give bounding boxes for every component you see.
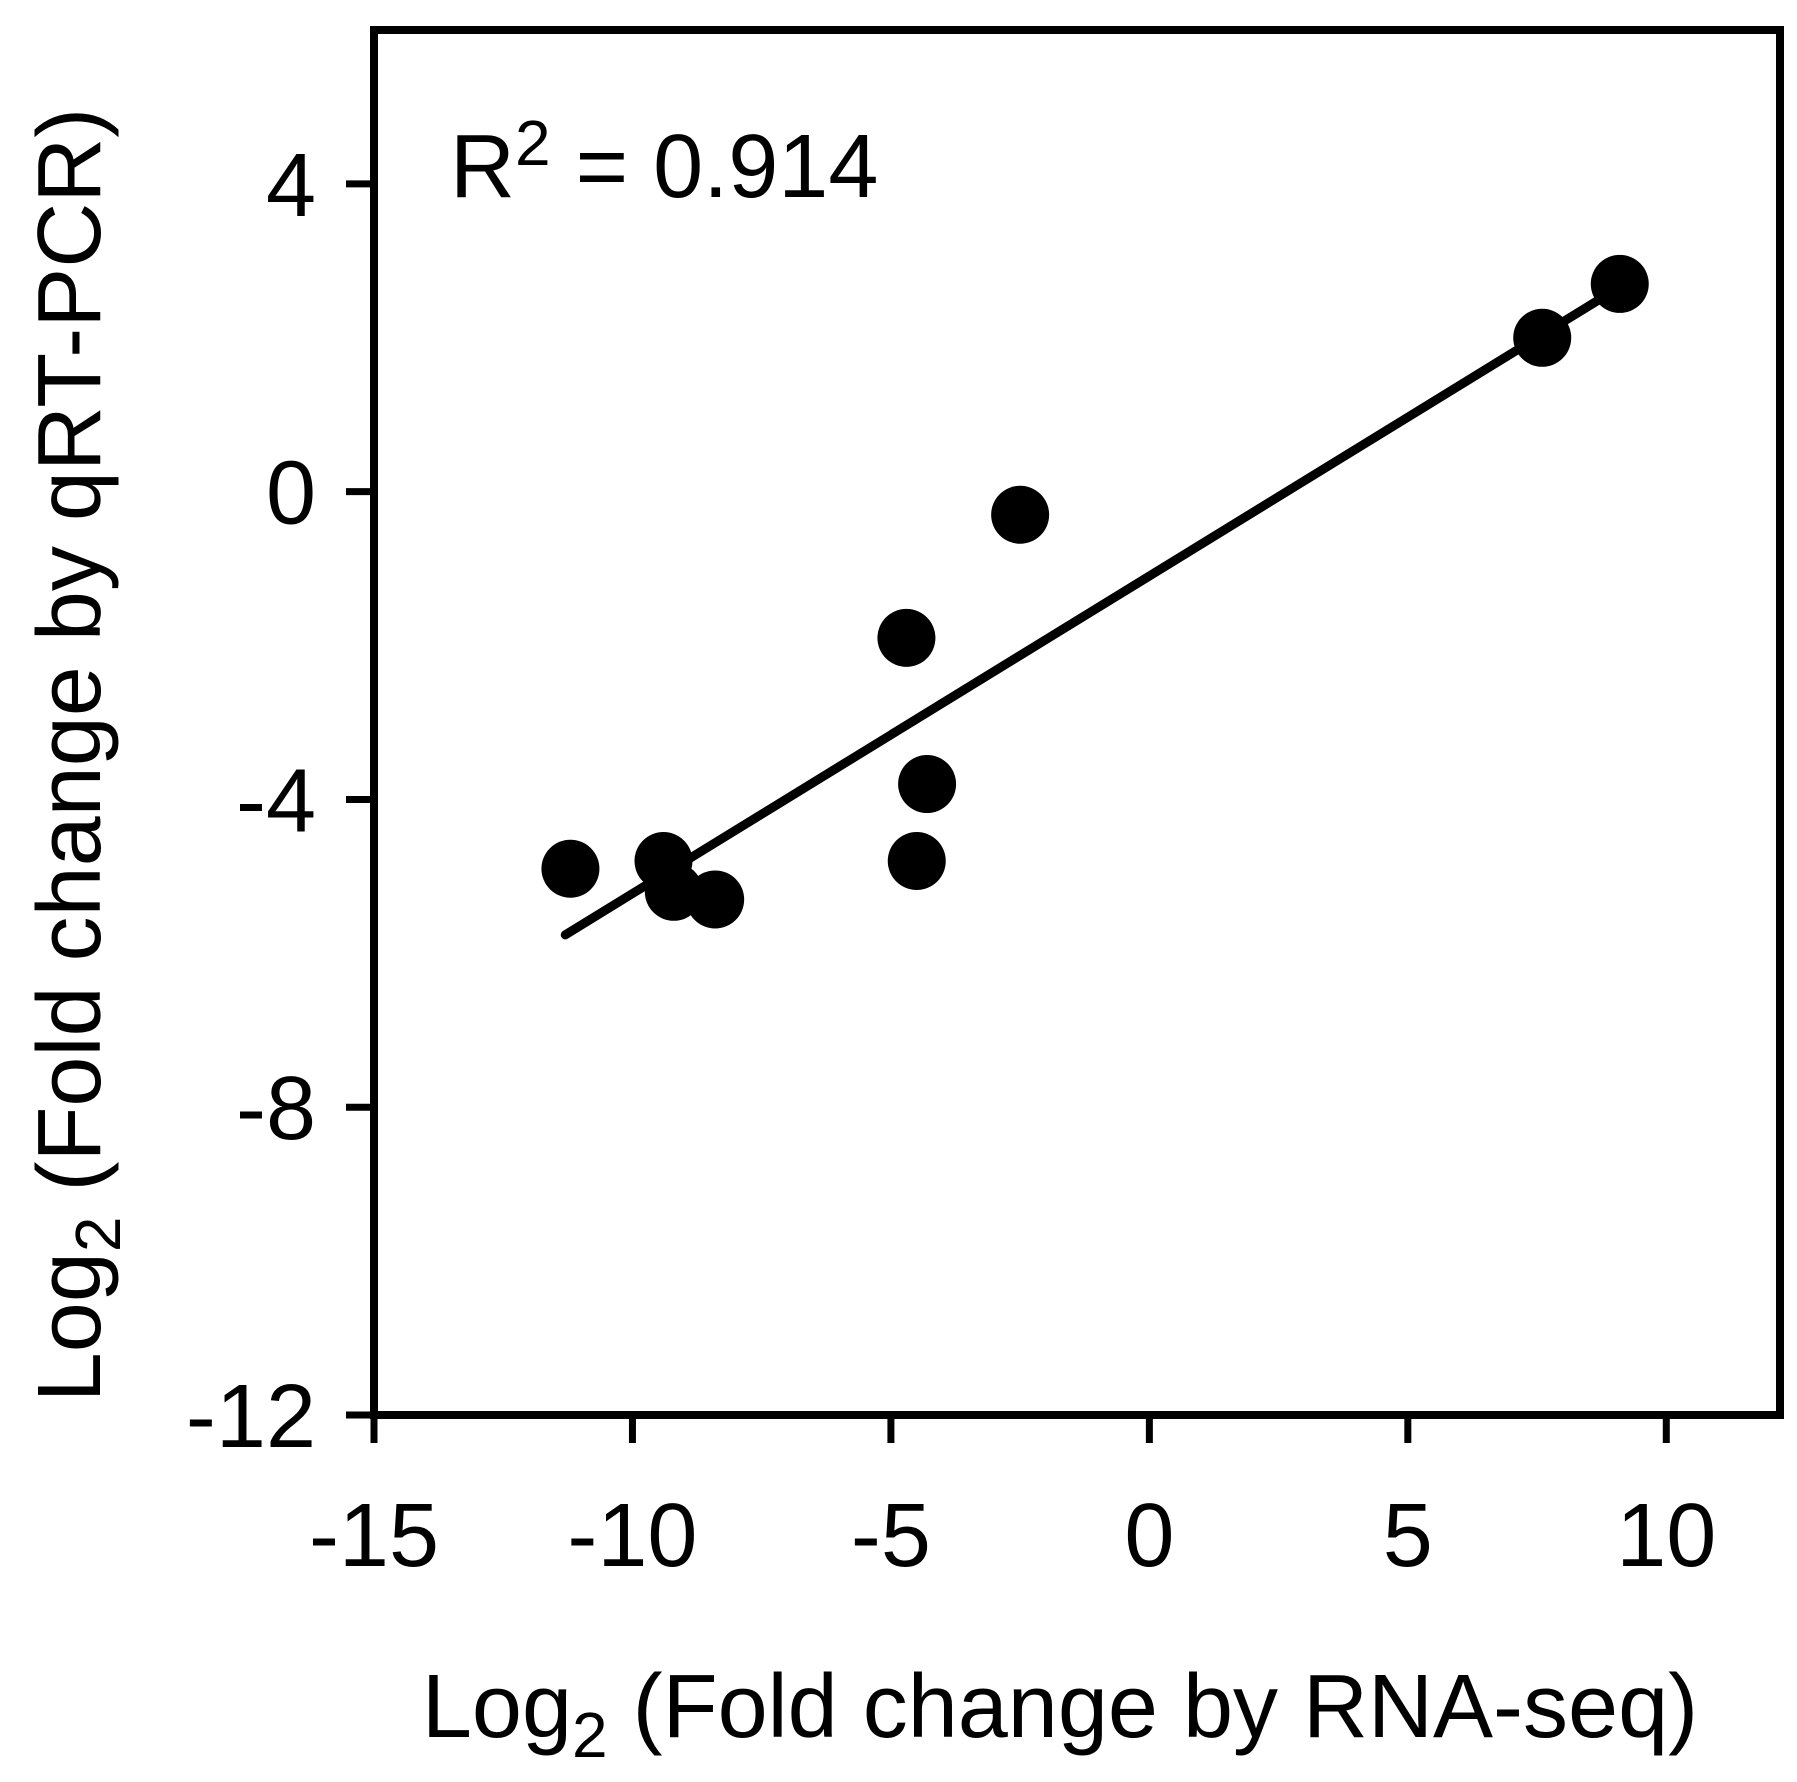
y-tick-label: 4 <box>266 136 316 236</box>
y-tick-label: -12 <box>186 1367 316 1467</box>
data-point <box>1513 308 1572 367</box>
data-point <box>1590 254 1649 313</box>
data-point <box>898 755 957 814</box>
y-tick-label: 0 <box>266 444 316 544</box>
x-tick-label: 10 <box>1616 1486 1716 1586</box>
x-axis-label: Log2 (Fold change by RNA-seq) <box>422 1657 1698 1771</box>
x-tick-label: 5 <box>1383 1486 1433 1586</box>
plot-frame <box>370 26 1784 1419</box>
data-point <box>887 832 946 890</box>
data-point <box>686 870 745 929</box>
x-tick-label: 0 <box>1124 1486 1174 1586</box>
x-tick-label: -10 <box>567 1486 697 1586</box>
y-tick-label: -8 <box>236 1059 316 1159</box>
data-point <box>991 485 1050 544</box>
data-point <box>541 839 600 898</box>
data-point <box>877 608 936 667</box>
y-axis-label: Log2 (Fold change by qRT-PCR) <box>20 108 134 1403</box>
regression-line <box>560 282 1625 940</box>
x-tick-label: -5 <box>851 1486 931 1586</box>
x-tick-label: -15 <box>309 1486 439 1586</box>
r-squared-annotation: R2 = 0.914 <box>450 107 878 217</box>
y-tick-label: -4 <box>236 751 316 851</box>
